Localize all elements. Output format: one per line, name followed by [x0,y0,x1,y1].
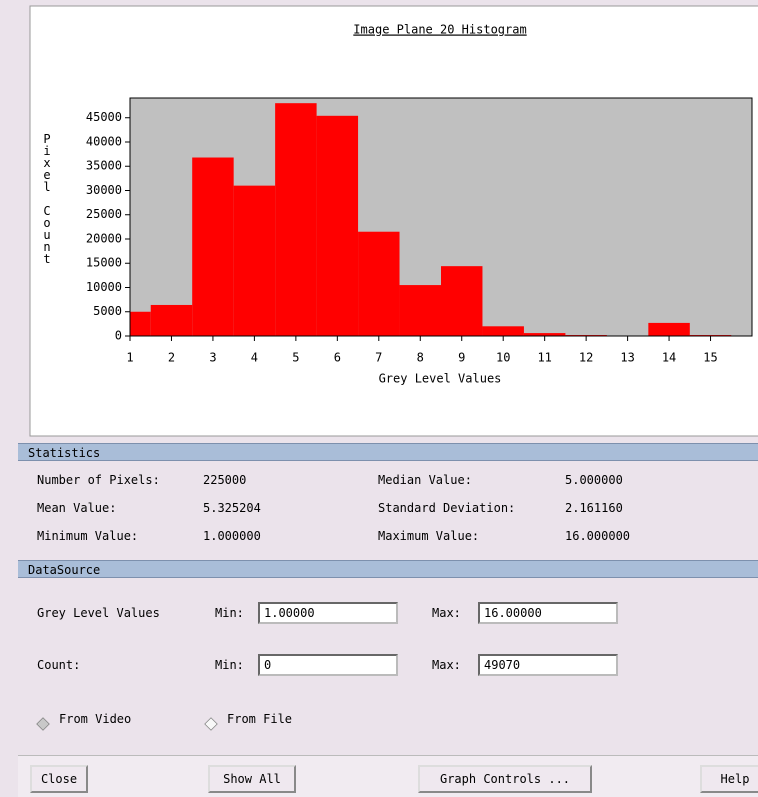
stat-label: Mean Value: [37,501,117,515]
min-input[interactable]: 0 [258,654,398,676]
x-tick-label: 1 [126,351,133,365]
stat-value: 5.325204 [203,501,261,515]
radio[interactable] [204,717,218,731]
button[interactable]: Close [30,765,88,793]
x-tick-label: 13 [620,351,634,365]
field-label: Grey Level Values [37,606,160,620]
x-tick-label: 10 [496,351,510,365]
x-tick-label: 12 [579,351,593,365]
section-header: Statistics [18,443,758,461]
stat-value: 5.000000 [565,473,623,487]
x-tick-label: 8 [417,351,424,365]
plot-frame [129,97,753,337]
field-label: Count: [37,658,81,672]
button-bar [18,755,758,797]
x-tick-label: 2 [168,351,175,365]
min-label: Min: [215,606,244,620]
min-input[interactable]: 1.00000 [258,602,398,624]
y-axis-label: Pixel Count [40,132,54,264]
y-tick-label: 25000 [86,207,122,221]
stat-label: Minimum Value: [37,529,139,543]
y-tick-label: 45000 [86,110,122,124]
stat-value: 1.000000 [203,529,261,543]
y-tick-label: 5000 [93,304,122,318]
bar [399,285,441,336]
max-label: Max: [432,658,461,672]
bar [192,157,234,336]
y-tick-label: 15000 [86,256,122,270]
x-tick-label: 4 [251,351,258,365]
x-tick-label: 7 [375,351,382,365]
radio-label[interactable]: From File [227,712,293,726]
stat-value: 225000 [203,473,247,487]
radio[interactable] [36,717,50,731]
button[interactable]: Help [700,765,758,793]
button[interactable]: Show All [208,765,296,793]
stat-label: Number of Pixels: [37,473,160,487]
x-tick-label: 3 [209,351,216,365]
bar [523,333,566,336]
max-input[interactable]: 49070 [478,654,618,676]
chart: Image Plane 20 Histogram Grey Level Valu… [29,5,758,437]
bar [441,266,483,336]
max-input[interactable]: 16.00000 [478,602,618,624]
y-tick-label: 40000 [86,134,122,148]
radio-label[interactable]: From Video [59,712,132,726]
x-tick-label: 6 [334,351,341,365]
x-tick-label: 11 [537,351,551,365]
bar [150,304,193,336]
bar [316,115,359,336]
bar [275,103,317,336]
x-axis-label: Grey Level Values [379,372,502,386]
section-header: DataSource [18,560,758,578]
x-tick-label: 5 [292,351,299,365]
max-label: Max: [432,606,461,620]
stat-label: Standard Deviation: [378,501,516,515]
y-tick-label: 10000 [86,280,122,294]
y-tick-label: 35000 [86,159,122,173]
y-tick-label: 0 [115,329,122,343]
bar [130,311,151,336]
stat-value: 2.161160 [565,501,623,515]
chart-title: Image Plane 20 Histogram [353,23,526,37]
stat-label: Median Value: [378,473,472,487]
y-tick-label: 30000 [86,183,122,197]
x-tick-label: 9 [458,351,465,365]
bar [482,326,524,336]
stat-label: Maximum Value: [378,529,480,543]
y-tick-label: 20000 [86,231,122,245]
x-tick-label: 15 [703,351,717,365]
stat-value: 16.000000 [565,529,631,543]
bar [648,322,690,336]
x-tick-label: 14 [662,351,676,365]
button[interactable]: Graph Controls ... [418,765,592,793]
min-label: Min: [215,658,244,672]
bar [233,185,276,336]
bar [358,231,400,336]
